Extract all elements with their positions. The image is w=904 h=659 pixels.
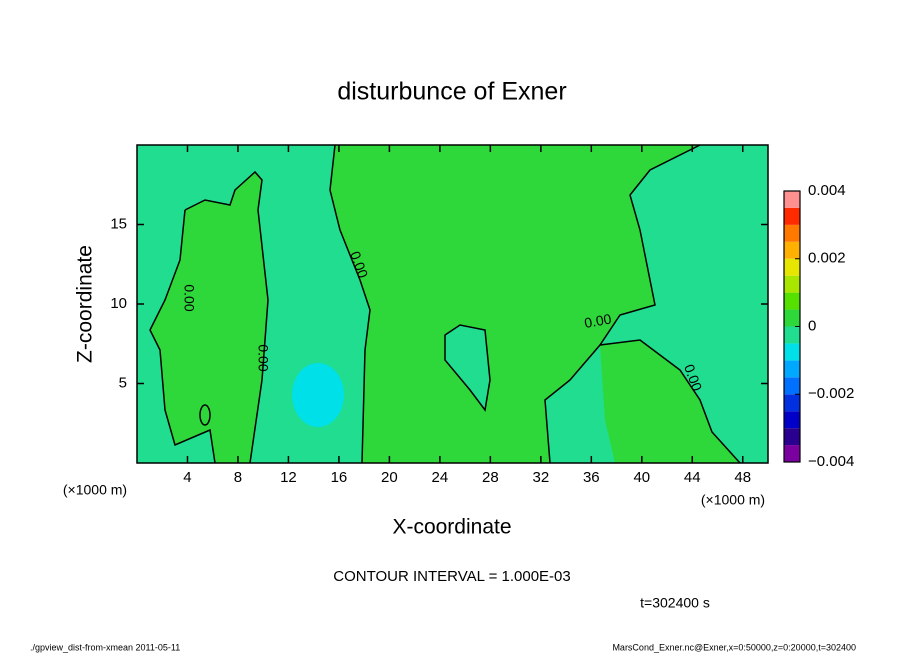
x-tick-label: 8 (234, 469, 242, 486)
colorbar-swatch (784, 309, 800, 327)
x-tick-label: 24 (432, 469, 449, 486)
contour-region (292, 363, 344, 427)
y-tick-label: 5 (119, 374, 127, 391)
y-tick-label: 15 (110, 215, 127, 232)
colorbar-swatch (784, 326, 800, 344)
colorbar-swatch (784, 411, 800, 429)
contour-region (150, 172, 268, 463)
contour-interval: CONTOUR INTERVAL = 1.000E-03 (333, 568, 570, 585)
colorbar-tick-label: −0.002 (808, 385, 854, 402)
colorbar-swatch (784, 428, 800, 446)
y-axis-label: Z-coordinate (74, 245, 97, 363)
colorbar-swatch (784, 360, 800, 378)
colorbar-swatch (784, 292, 800, 310)
x-unit: (×1000 m) (63, 482, 127, 498)
x-tick-label: 36 (583, 469, 600, 486)
colorbar-swatch (784, 377, 800, 395)
colorbar-swatch (784, 207, 800, 225)
colorbar-swatch (784, 445, 800, 462)
x-tick-label: 32 (532, 469, 549, 486)
x-tick-label: 48 (734, 469, 751, 486)
x-unit: (×1000 m) (701, 492, 765, 508)
x-tick-label: 20 (381, 469, 398, 486)
colorbar-swatch (784, 241, 800, 259)
x-tick-label: 12 (280, 469, 297, 486)
footer-left: ./gpview_dist-from-xmean 2011-05-11 (30, 642, 180, 652)
colorbar-tick-label: 0.004 (808, 182, 846, 199)
contour-region (600, 340, 740, 463)
colorbar-tick-label: 0 (808, 317, 816, 334)
colorbar-tick-label: 0.002 (808, 250, 846, 267)
x-tick-label: 40 (633, 469, 650, 486)
chart-title: disturbunce of Exner (337, 78, 566, 106)
x-tick-label: 44 (684, 469, 701, 486)
contour-label: 0.00 (255, 344, 271, 371)
colorbar-swatch (784, 275, 800, 293)
contour-region (445, 325, 490, 410)
y-tick-label: 10 (110, 295, 127, 312)
colorbar-swatch (784, 343, 800, 361)
contour-region (330, 145, 700, 463)
colorbar-swatch (784, 258, 800, 276)
x-tick-label: 28 (482, 469, 499, 486)
x-axis-label: X-coordinate (392, 516, 511, 539)
contour-field: 0.00 0.00 0.00 0.00 0.00 (137, 144, 768, 464)
colorbar-swatch (784, 224, 800, 242)
colorbar-tick-label: −0.004 (808, 453, 854, 470)
x-tick-label: 16 (331, 469, 348, 486)
colorbar-swatch (784, 394, 800, 412)
footer-right: MarsCond_Exner.nc@Exner,x=0:50000,z=0:20… (612, 642, 856, 652)
contour-label: 0.00 (181, 284, 197, 311)
contour-label: 0.00 (583, 310, 613, 331)
colorbar-swatch (784, 191, 800, 208)
time-label: t=302400 s (640, 595, 710, 611)
x-tick-label: 4 (183, 469, 191, 486)
